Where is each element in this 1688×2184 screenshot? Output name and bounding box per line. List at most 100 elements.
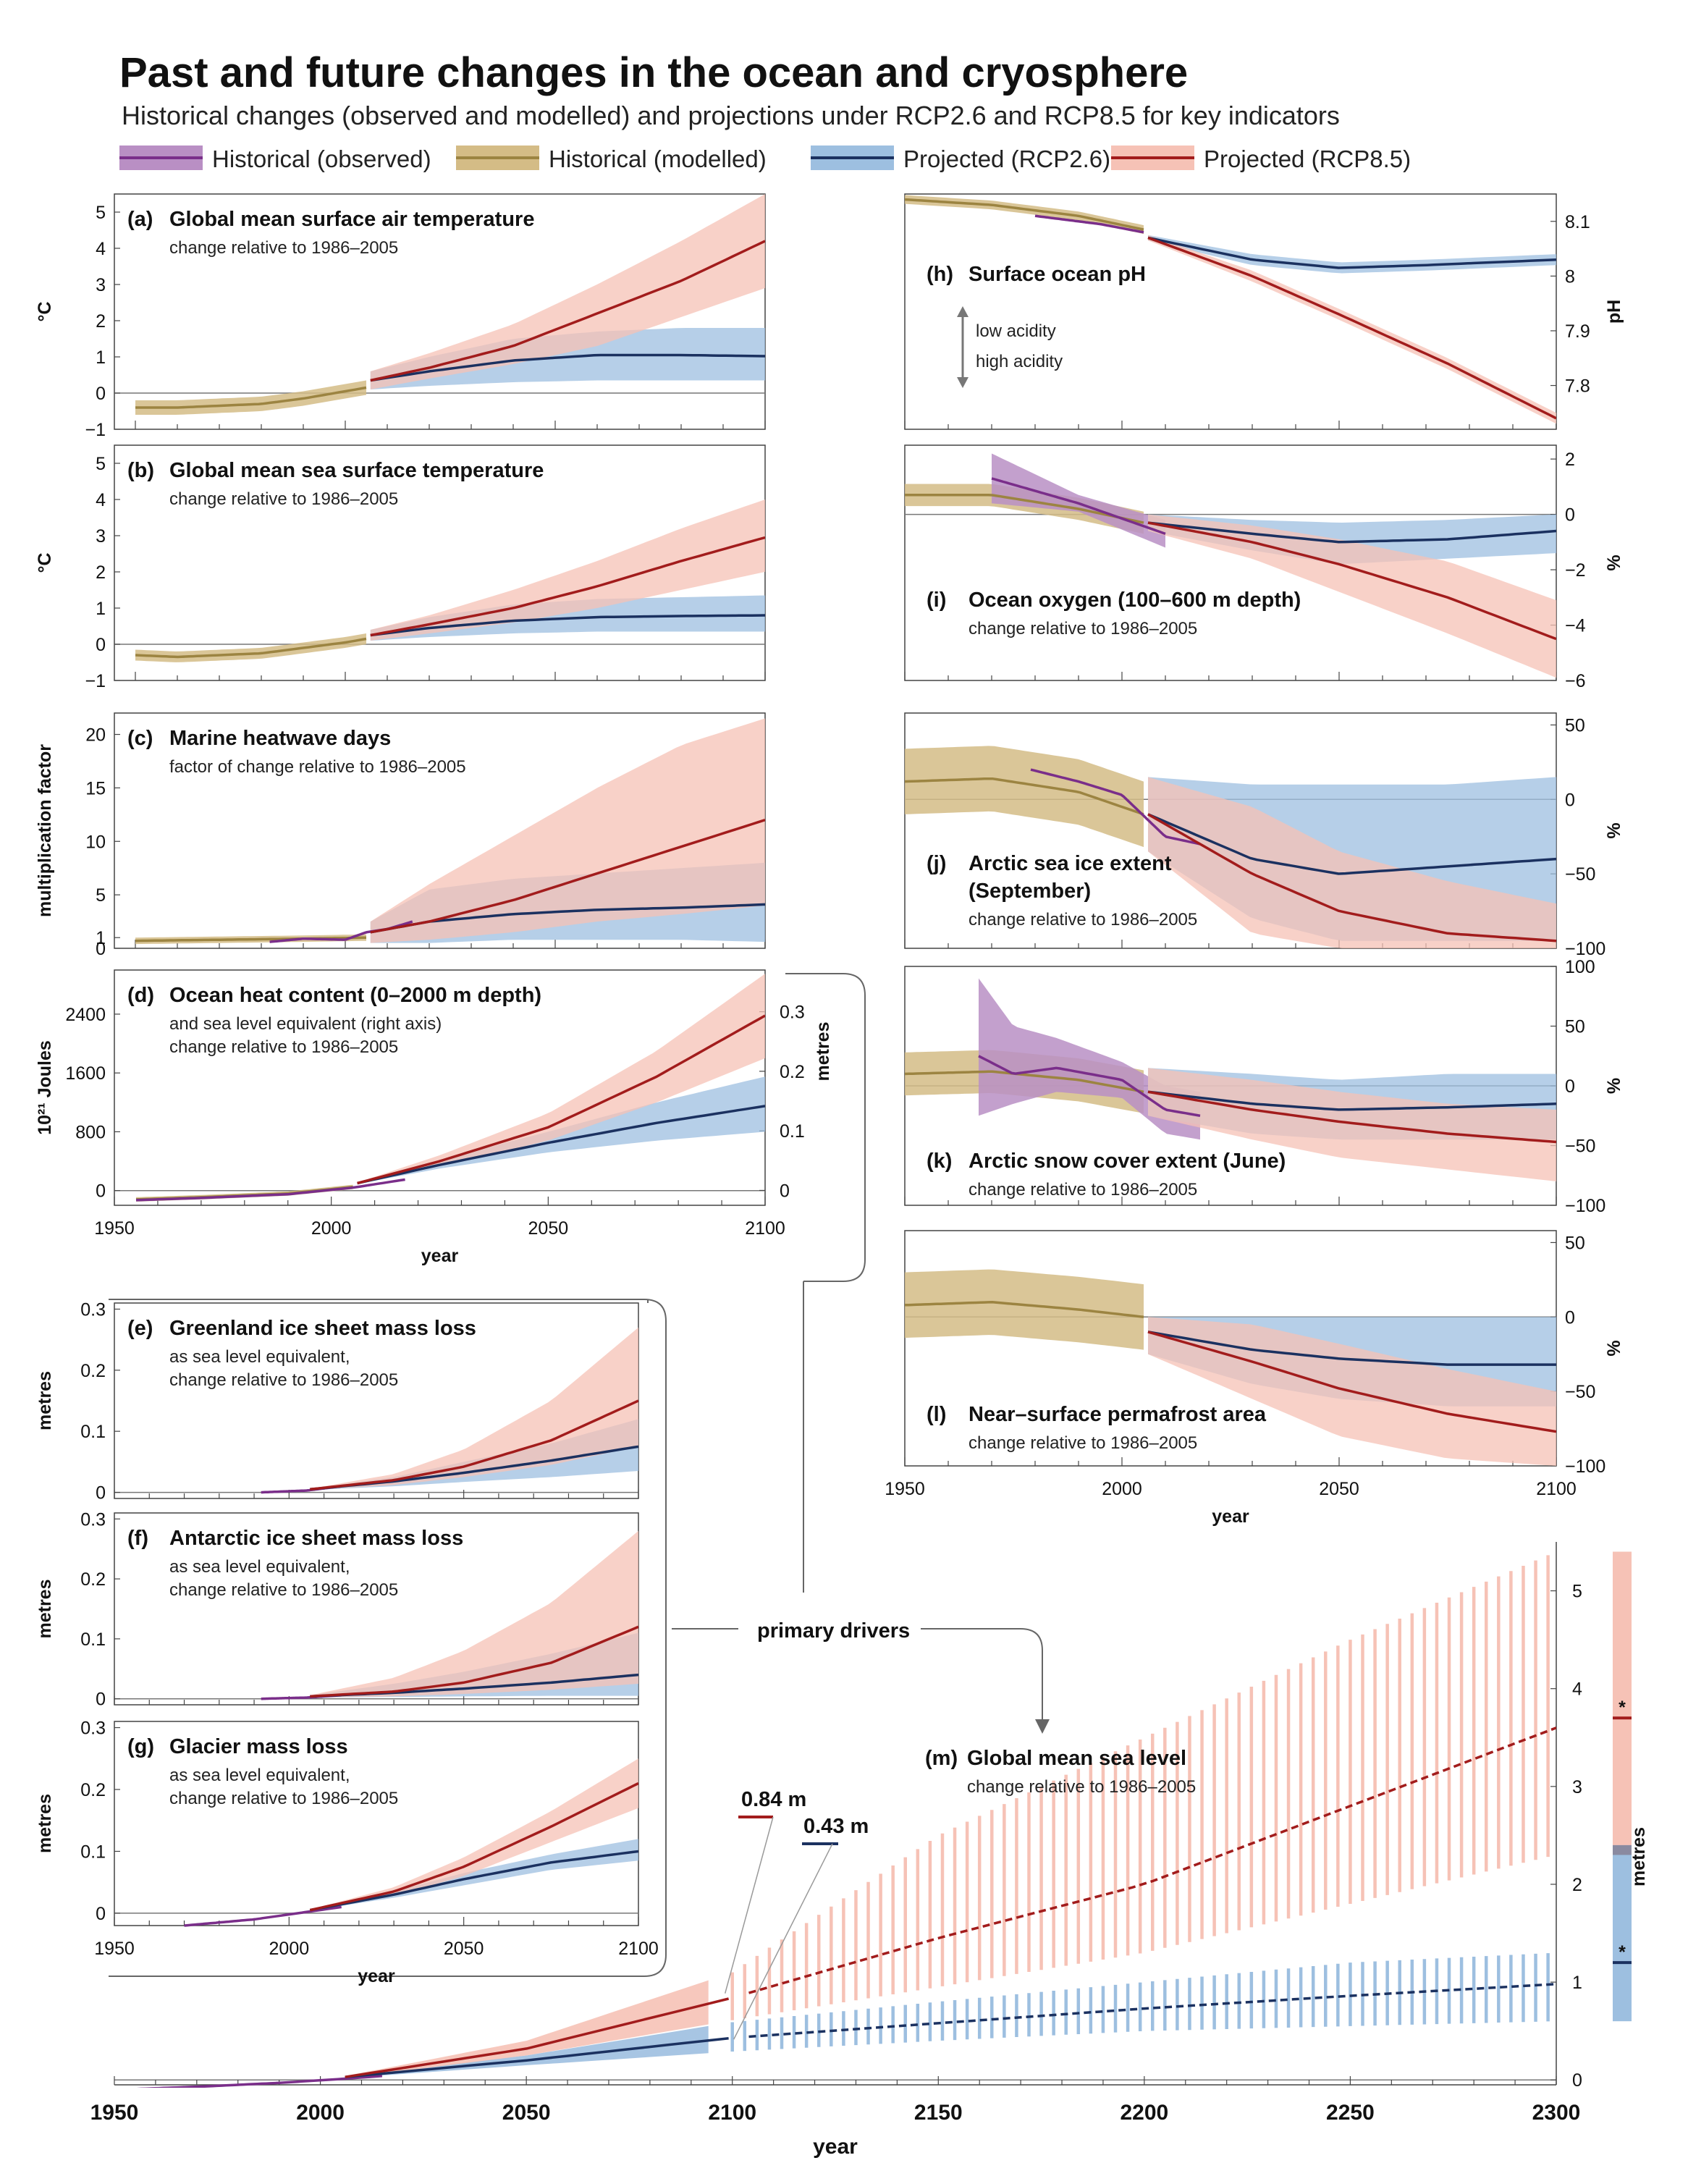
panel-j: −100 −50 0 50% (j) Arctic sea ice extent (Sept… (904, 712, 1624, 959)
y-tick-label: 0 (1572, 2070, 1582, 2091)
x-axis-label: year (813, 2135, 858, 2159)
series-line-projected-rcp8-5- (309, 1782, 638, 1912)
y-tick-label: 0 (96, 939, 106, 959)
legend-label-0: Historical (observed) (212, 146, 431, 172)
y-tick-label: 0 (96, 1690, 106, 1710)
y-tick-label: 4 (96, 239, 106, 259)
rcp85-range-bar (1613, 1551, 1632, 1855)
y-tick-label: 0 (96, 635, 106, 655)
y-tick-label: 10 (85, 832, 106, 852)
y-axis-label: % (1604, 1078, 1624, 1094)
y-tick-label: −100 (1565, 1456, 1605, 1477)
y-tick-label: −50 (1565, 864, 1595, 885)
legend: Historical (observed) Historical (modelle… (119, 146, 1411, 172)
high-acidity-label: high acidity (976, 352, 1063, 371)
series-line-projected-rcp2-6- (1147, 236, 1556, 269)
series-line-historical-modelled- (905, 494, 1144, 524)
panel-frame (114, 1721, 639, 1926)
y-tick-label: 50 (1565, 715, 1585, 735)
x-tick-label: 2050 (1319, 1479, 1359, 1499)
y-tick-label: 2 (1565, 450, 1575, 470)
series-line-projected-rcp2-6- (357, 1105, 765, 1185)
plot-area (905, 1269, 1556, 1466)
series-line-projected-rcp2-6- (309, 1850, 638, 1912)
panel-title: Antarctic ice sheet mass loss (169, 1527, 463, 1550)
panel-frame (114, 193, 766, 430)
series-line-projected-rcp8-5- (310, 1625, 638, 1698)
y-tick-label: −100 (1565, 1196, 1605, 1216)
panel-note: change relative to 1986–2005 (967, 1777, 1196, 1797)
panel-d: 0 800 1600 2400 10²¹ Joules 0 0.1 0.2 0.3 metres 1… (35, 969, 833, 1266)
low-acidity-label: low acidity (976, 321, 1056, 341)
y-axis-label: % (1604, 1340, 1624, 1356)
panel-frame (904, 193, 1557, 430)
panel-title: Glacier mass loss (169, 1735, 348, 1758)
series-line-historical-modelled- (905, 1070, 1144, 1094)
band (905, 484, 1144, 534)
band (310, 1530, 638, 1698)
right-bar-unit: metres (1629, 1827, 1649, 1886)
series-line-projected-rcp8-5- (310, 1399, 638, 1491)
y-tick-label: 2 (96, 311, 106, 332)
y-axis-label: metres (35, 1580, 55, 1639)
y-tick-label: 0 (96, 1483, 106, 1504)
y-tick-label: 8 (1565, 266, 1575, 287)
band (370, 499, 765, 641)
y-tick-label: 1 (1572, 1973, 1582, 1993)
panel-note: change relative to 1986–2005 (169, 489, 398, 509)
y-tick-label: 4 (96, 490, 106, 510)
series-line-projected-rcp2-6- (1147, 1090, 1556, 1111)
series-line-historical-observed- (1034, 214, 1144, 234)
plot-area (905, 195, 1556, 424)
panel-frame (904, 444, 1557, 681)
y-tick-label: 100 (1565, 957, 1595, 977)
series-line-projected-rcp8-5- (1147, 1090, 1556, 1144)
plot-area (184, 1758, 638, 1927)
plot-area (135, 718, 765, 945)
y-tick-label: 0 (96, 1181, 106, 1202)
y-tick-label: 7.9 (1565, 321, 1590, 342)
panel-letter: (d) (127, 984, 154, 1007)
panel-note: change relative to 1986–2005 (169, 238, 398, 258)
series-line-projected-rcp2-6- (370, 614, 765, 637)
band (905, 195, 1144, 235)
series-line-projected-rcp2-6- (1147, 813, 1556, 875)
y-tick-label: 5 (96, 885, 106, 906)
x-tick-label: 2050 (502, 2101, 551, 2125)
figure-subtitle: Historical changes (observed and modelle… (122, 101, 1340, 130)
panel-letter: (m) (925, 1747, 958, 1770)
x-tick-label: 1950 (94, 1218, 135, 1239)
y2-axis-label: metres (813, 1022, 833, 1082)
y-tick-label: 0.3 (80, 1509, 106, 1530)
y-tick-label: 3 (96, 526, 106, 547)
primary-drivers-label: primary drivers (757, 1619, 910, 1643)
band (905, 746, 1144, 848)
band (345, 1980, 709, 2078)
x-axis-label: year (421, 1246, 459, 1266)
panel-letter: (c) (127, 727, 153, 750)
series-line-projected-rcp2-6- (370, 353, 765, 382)
y2-tick-label: 0.3 (780, 1003, 805, 1023)
y-tick-label: −2 (1565, 560, 1586, 581)
series-line-historical-modelled- (905, 1301, 1144, 1319)
series-line-projected-rcp8-5- (370, 536, 765, 637)
y-tick-label: −4 (1565, 616, 1586, 636)
panel-note: factor of change relative to 1986–2005 (169, 757, 466, 777)
x-tick-label: 2300 (1532, 2101, 1581, 2125)
x-tick-label: 2000 (311, 1218, 352, 1239)
overlap-bar (1613, 1844, 1632, 1855)
x-tick-label: 1950 (885, 1479, 925, 1499)
y2-tick-label: 0 (780, 1181, 790, 1201)
y-axis-label: metres (35, 1794, 55, 1853)
legend-label-2: Projected (RCP2.6) (903, 146, 1110, 172)
panel-e: 0 0.1 0.2 0.3 metres (e) Greenland ice sheet m… (35, 1299, 639, 1504)
panel-title: Ocean heat content (0–2000 m depth) (169, 984, 541, 1007)
band (310, 1327, 638, 1491)
x-tick-label: 2100 (618, 1939, 659, 1959)
panel-title: Ocean oxygen (100–600 m depth) (969, 589, 1301, 612)
series-line-projected-rcp2-6- (1147, 521, 1556, 544)
header: Past and future changes in the ocean and… (119, 49, 1411, 172)
y-tick-label: 0 (96, 1904, 106, 1924)
